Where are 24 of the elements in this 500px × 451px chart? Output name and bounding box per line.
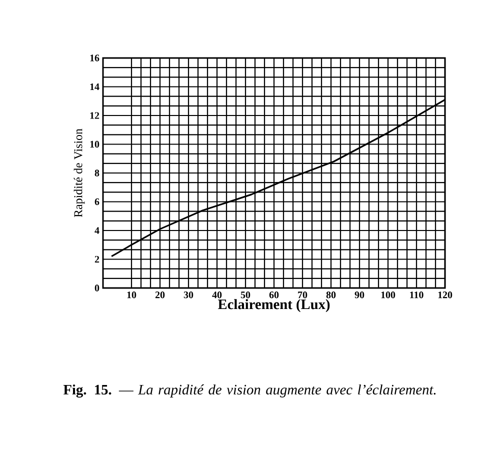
text: Fig. 15. — La rapidité de vision augmente avec l’éclairement. <box>63 384 436 398</box>
y-axis-title: Rapidité de Vision <box>74 128 85 218</box>
y-tick-label: 16 <box>90 54 100 62</box>
y-tick-label: 6 <box>94 198 100 206</box>
y-tick-label: 12 <box>90 112 100 119</box>
y-tick-label: 4 <box>94 227 100 234</box>
x-tick-label: 50 <box>240 292 250 298</box>
y-tick-label: 8 <box>94 170 100 176</box>
x-tick-label: 110 <box>410 292 424 298</box>
x-tick-label: 70 <box>298 292 308 298</box>
x-tick-label: 80 <box>326 292 336 298</box>
y-tick-label: 0 <box>94 284 100 292</box>
x-axis-title: Eclairement (Lux) <box>218 299 330 312</box>
x-tick-label: 100 <box>381 292 396 298</box>
y-tick-label: 14 <box>90 83 100 90</box>
x-tick-label: 30 <box>184 292 194 298</box>
x-tick-label: 10 <box>127 292 136 298</box>
x-tick-label: 20 <box>155 292 165 298</box>
x-tick-label: 60 <box>269 292 279 298</box>
x-tick-label: 120 <box>438 292 452 298</box>
x-tick-label: 90 <box>354 292 364 298</box>
y-tick-label: 10 <box>90 140 100 148</box>
y-tick-label: 2 <box>94 256 100 263</box>
x-tick-label: 40 <box>212 292 222 298</box>
